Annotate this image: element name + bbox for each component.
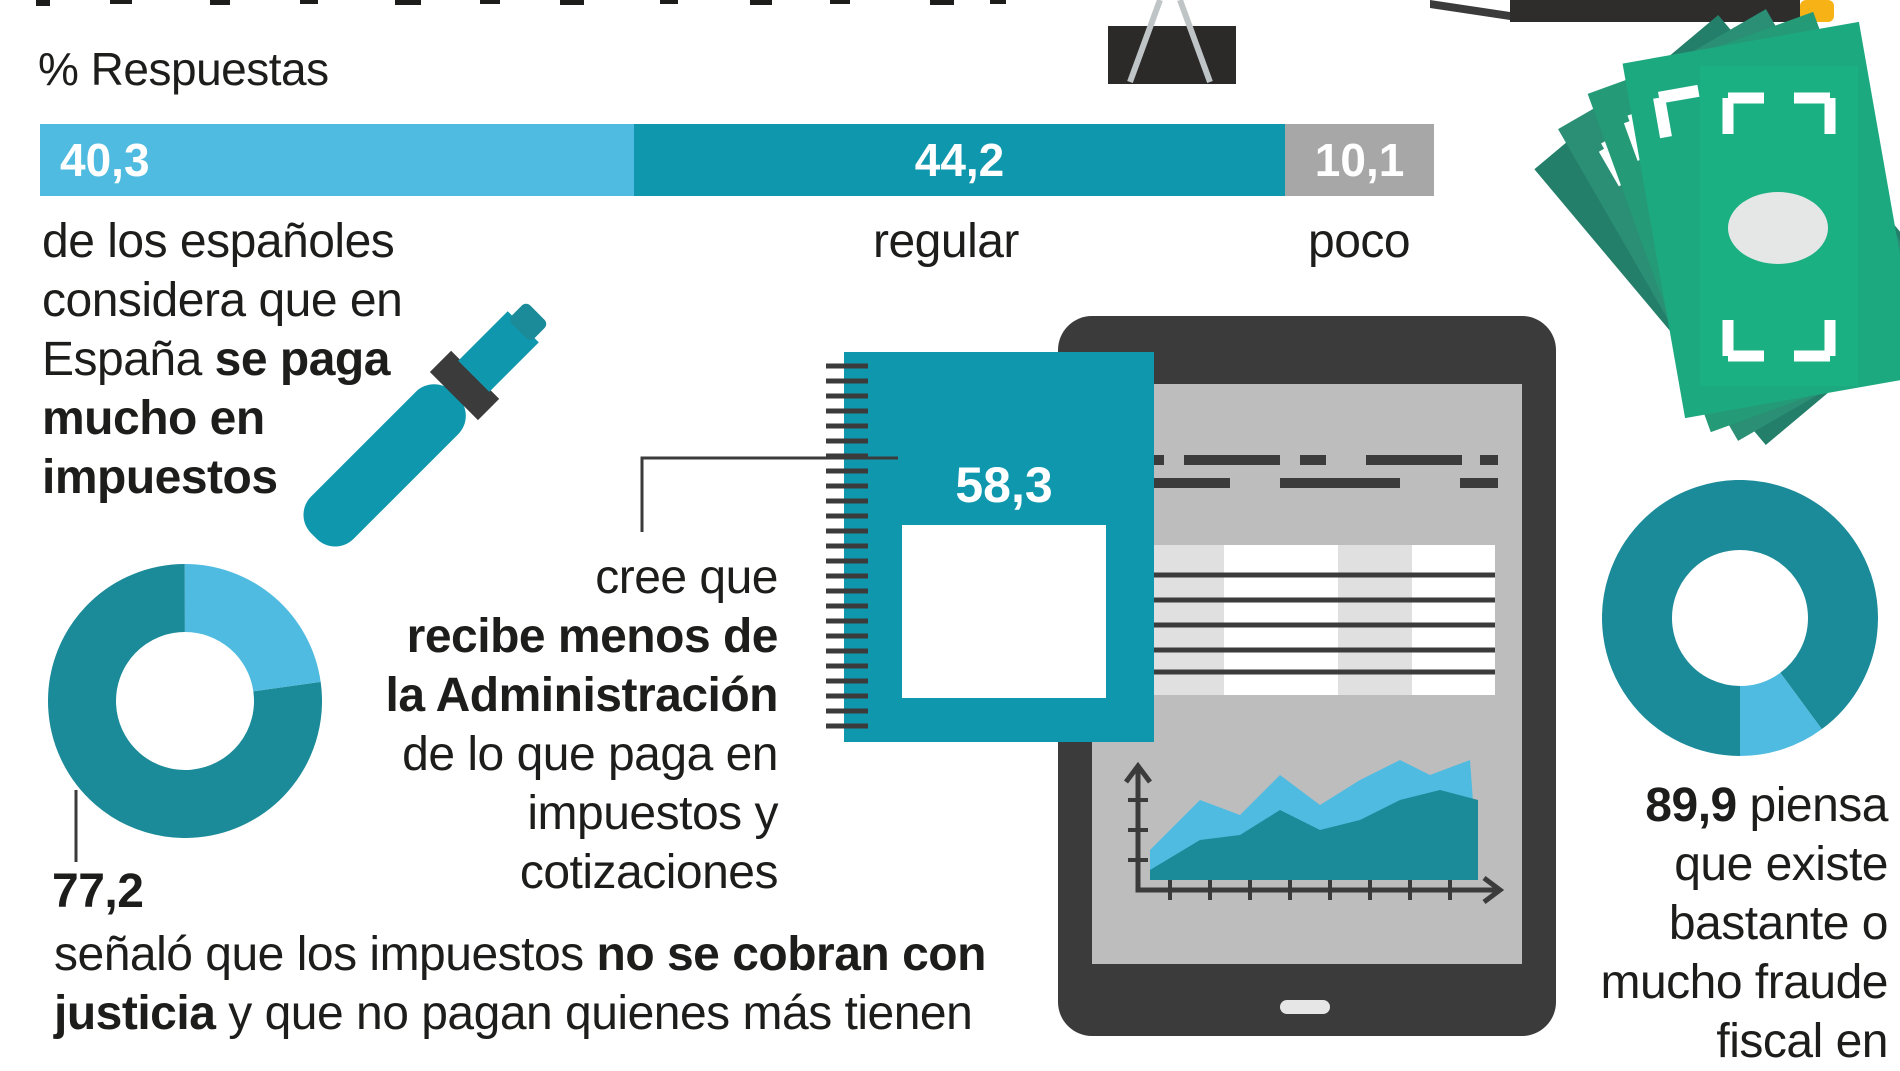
- bar-value-label-3: 10,1: [1314, 134, 1405, 186]
- chart-title: % Respuestas: [38, 43, 329, 95]
- donut-slice-2: [1738, 671, 1822, 756]
- notebook-value: 58,3: [955, 457, 1053, 513]
- marker-pen-icon: [303, 303, 547, 547]
- label-recibe-menos: cree que recibe menos de la Administraci…: [385, 551, 779, 899]
- donut-slice-2: [183, 564, 321, 693]
- bar-segment-1: [40, 124, 634, 196]
- cropped-title-fragment: [36, 0, 1006, 6]
- label-regular: regular: [873, 215, 1019, 268]
- stacked-bar: 40,3 44,2 10,1: [40, 124, 1434, 196]
- justicia-value: 77,2: [52, 865, 144, 918]
- connector-lines: [74, 456, 898, 862]
- notebook-fill-bar: [902, 400, 1106, 526]
- money-bills-icon: [1534, 9, 1900, 446]
- label-fraude: 89,9 piensa que existe bastante o mucho …: [1600, 779, 1888, 1068]
- binder-clip-icon: [1108, 0, 1236, 84]
- tablet-icon: [1058, 316, 1556, 1036]
- donut-slice-1: [48, 564, 322, 838]
- bar-value-label-1: 40,3: [60, 134, 150, 186]
- bar-segment-3: [1285, 124, 1434, 196]
- pencil-icon: [1430, 0, 1834, 22]
- bar-segment-2: [633, 124, 1286, 196]
- donut-slice-1: [1602, 480, 1878, 756]
- donut-fraude: [1602, 480, 1878, 756]
- bar-value-label-2: 44,2: [914, 134, 1005, 186]
- label-mucho: de los españoles considera que en España…: [42, 215, 403, 504]
- label-justicia: señaló que los impuestos no se cobran co…: [54, 928, 986, 1040]
- label-poco: poco: [1308, 215, 1411, 268]
- donut-justicia: [48, 564, 322, 838]
